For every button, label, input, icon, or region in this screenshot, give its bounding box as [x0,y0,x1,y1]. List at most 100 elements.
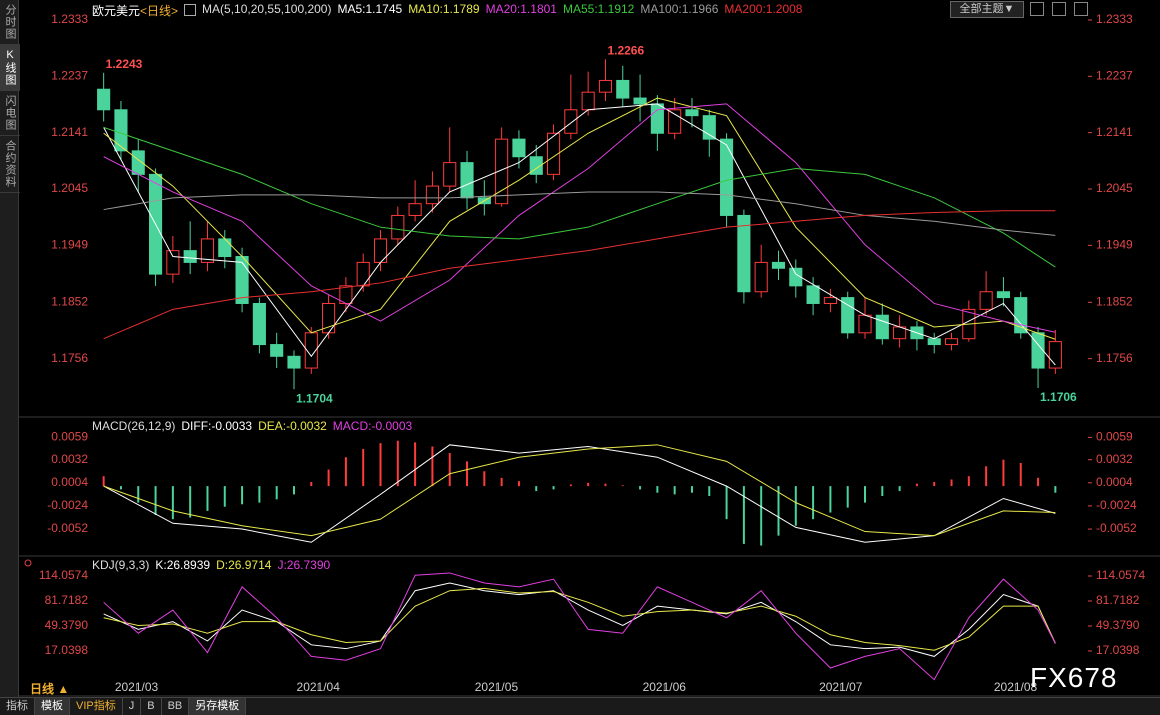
candle-body [287,355,301,369]
candle-body [218,238,232,258]
indicator-line [103,587,1056,651]
y-tick-label: 1.2237 [51,68,88,82]
window-icon[interactable] [1052,2,1066,16]
indicator-line [103,210,1056,340]
candle-body [114,109,128,152]
x-tick-label: 2021/03 [115,680,159,694]
candle-body [806,285,820,304]
candle-body [685,109,699,117]
candle-body [495,138,509,205]
y-tick-label: 81.7182 [45,593,89,607]
y-tick-label: 1.1756 [1096,351,1133,365]
tab[interactable]: 分时图 [0,0,20,45]
candle-body [754,261,768,293]
candle-body [789,267,803,287]
candle-body [944,338,959,346]
y-tick-label: 1.1949 [51,238,88,252]
bottom-tab[interactable]: 指标 [0,698,35,715]
window-icon[interactable] [1030,2,1044,16]
y-tick-label: -0.0024 [1096,498,1137,512]
y-tick-label: 0.0032 [1096,452,1133,466]
candle-body [979,291,993,310]
candle-body [200,238,215,263]
candle-body [270,344,284,357]
candle-body [546,132,561,175]
bottom-tab[interactable]: VIP指标 [70,698,123,715]
kdj-header: KDJ(9,3,3) K:26.8939 D:26.9714 J:26.7390 [92,558,330,572]
y-tick-label: 0.0032 [51,452,88,466]
candle-body [668,109,682,134]
candle-body [633,97,647,105]
indicator-line [103,582,1056,657]
legend-entry: MA20:1.1801 [485,2,557,16]
bottom-tab[interactable]: B [141,698,162,715]
candle-body [183,250,197,263]
y-tick-label: -0.0052 [1096,521,1137,535]
indicator-title: MACD(26,12,9) [92,419,176,433]
y-tick-label: 0.0059 [1096,430,1133,444]
candle-body [927,338,941,346]
legend-icon[interactable] [184,4,197,16]
price-annotation: 1.2243 [106,57,143,71]
y-tick-label: 0.0004 [1096,475,1133,489]
watermark: FX678 [1030,662,1118,693]
y-tick-label: 17.0398 [45,643,89,657]
x-tick-label: 2021/06 [643,680,687,694]
candle-body [408,203,422,216]
candle-body [1048,341,1062,369]
y-tick-label: 0.0004 [51,475,88,489]
price-header: 欧元美元 <日线> MA(5,10,20,55,100,200) MA5:1.17… [92,2,802,19]
y-tick-label: 1.2333 [51,12,88,26]
window-icon[interactable] [1074,2,1088,16]
candle-body [581,91,595,111]
symbol: 欧元美元 [92,4,141,18]
y-tick-label: 1.1852 [1096,294,1133,308]
y-tick-label: 1.2237 [1096,68,1133,82]
legend-entry: MA55:1.1912 [562,2,635,16]
indicator-line [103,103,1056,333]
indicator-line [103,97,1056,340]
x-tick-label: 2021/07 [819,680,863,694]
x-tick-label: 2021/08 [994,680,1038,694]
y-tick-label: -0.0024 [47,498,88,512]
candle-body [252,302,266,346]
candle-body [823,297,837,304]
y-tick-label: 114.0574 [39,568,88,582]
indicator-line [103,444,1056,537]
sidebar: 分时图 K线图 闪电图 合约资料 [0,0,20,697]
y-tick-label: 1.2045 [1096,181,1133,195]
legend-entry: MA10:1.1789 [408,2,480,16]
candle-body [166,250,180,275]
candle-body [460,162,474,199]
y-tick-label: 1.1949 [1096,238,1133,252]
candle-body [737,214,751,293]
settings-icon[interactable] [24,559,32,567]
theme-button[interactable]: 全部主题▼ [950,1,1024,18]
candle-body [356,261,370,287]
bottom-tab[interactable]: 模板 [35,698,70,715]
bottom-tab[interactable]: 另存模板 [189,698,247,715]
candle-body [616,79,630,99]
candle-body [720,138,734,216]
candle-body [564,109,578,134]
bottom-tab[interactable]: BB [162,698,190,715]
y-tick-label: 49.3790 [45,618,89,632]
y-tick-label: 114.0574 [1096,568,1145,582]
candle-body [996,291,1010,299]
tab[interactable]: K线图 [0,45,20,91]
candle-body [97,88,111,111]
legend-entry: MA100:1.1966 [640,2,719,16]
price-annotation: 1.1704 [296,391,333,405]
legend-entry: MA200:1.2008 [724,2,803,16]
legend-entry: J:26.7390 [277,558,331,572]
tab[interactable]: 合约资料 [0,136,20,193]
period: <日线> [140,4,179,18]
y-tick-label: 1.2141 [51,125,88,139]
bottom-tab[interactable]: J [123,698,142,715]
indicator-title: MA(5,10,20,55,100,200) [202,2,332,16]
period-button[interactable]: 日线 ▲ [30,682,70,696]
y-tick-label: 17.0398 [1096,643,1140,657]
candle-body [875,314,889,340]
tab[interactable]: 闪电图 [0,91,20,136]
